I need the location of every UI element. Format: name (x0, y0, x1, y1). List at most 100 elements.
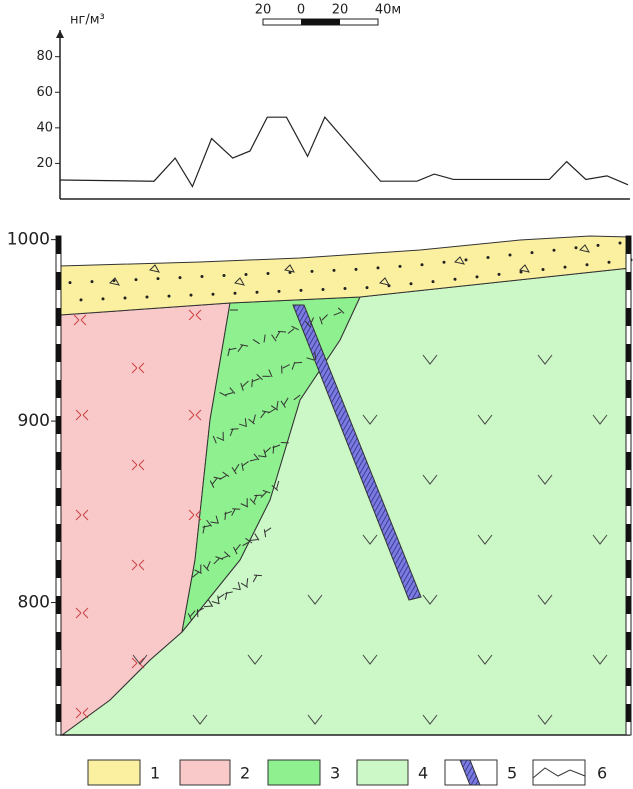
symbol (223, 274, 226, 277)
symbol (322, 288, 325, 291)
symbol (542, 268, 545, 271)
symbol (498, 273, 501, 276)
axis-bar (56, 452, 61, 470)
legend-swatch (180, 760, 230, 785)
scale-label: 20 (332, 3, 349, 18)
symbol (179, 276, 182, 279)
axis-bar (626, 452, 631, 470)
symbol (278, 290, 281, 293)
y-tick-label: 20 (36, 156, 53, 171)
symbol (432, 280, 435, 283)
symbol (80, 298, 83, 301)
legend-swatch (88, 760, 140, 785)
axis-bar (626, 596, 631, 614)
scale-label: 0 (297, 3, 305, 18)
symbol (531, 251, 534, 254)
axis-bar (626, 416, 631, 434)
y-axis-label: нг/м³ (70, 13, 105, 28)
axis-bar (56, 272, 61, 290)
symbol (564, 266, 567, 269)
symbol (553, 249, 556, 252)
axis-bar (626, 380, 631, 398)
y-tick-label: 60 (36, 85, 53, 100)
axis-bar (56, 308, 61, 326)
axis-bar (56, 416, 61, 434)
symbol (597, 244, 600, 247)
axis-bar (56, 668, 61, 686)
axis-bar (56, 236, 61, 254)
scale-label: 40м (375, 3, 401, 18)
symbol (300, 289, 303, 292)
symbol (69, 281, 72, 284)
axis-bar (626, 524, 631, 542)
legend-swatch (357, 760, 408, 785)
scale-label: 20 (255, 3, 272, 18)
axis-bar (56, 560, 61, 578)
legend-label: 6 (597, 764, 607, 783)
symbol (234, 292, 237, 295)
axis-bar (626, 668, 631, 686)
symbol (586, 263, 589, 266)
symbol (252, 379, 253, 387)
symbol (254, 575, 262, 576)
symbol (443, 261, 446, 264)
cross-section (60, 236, 633, 735)
legend-swatch (268, 760, 320, 785)
axis-bar (626, 632, 631, 650)
scale-bar (301, 19, 340, 25)
symbol (278, 331, 286, 332)
symbol (476, 275, 479, 278)
y-tick-label: 800 (18, 593, 50, 613)
axis-arrow (56, 30, 64, 38)
legend-label: 2 (240, 764, 250, 783)
axis-bar (56, 344, 61, 362)
symbol (245, 273, 248, 276)
symbol (333, 269, 336, 272)
axis-bar (56, 488, 61, 506)
axis-bar (626, 272, 631, 290)
symbol (619, 241, 622, 244)
y-tick-label: 40 (36, 120, 53, 135)
symbol (355, 268, 358, 271)
symbol (168, 295, 171, 298)
symbol (366, 286, 369, 289)
legend-label: 3 (330, 764, 340, 783)
symbol (465, 258, 468, 261)
symbol (102, 297, 105, 300)
symbol (509, 254, 512, 257)
symbol (157, 277, 160, 280)
y-tick-label: 900 (18, 411, 50, 431)
line-series (60, 117, 628, 186)
symbol (230, 429, 238, 430)
axis-bar (626, 344, 631, 362)
axis-bar (56, 632, 61, 650)
symbol (273, 446, 274, 454)
symbol (135, 278, 138, 281)
symbol (201, 275, 204, 278)
symbol (91, 280, 94, 283)
axis-bar (626, 308, 631, 326)
figure: нг/м³ 20 40 60 80 800 900 1000 20 0 20 40м 1 2 3 4 5 6 (0, 0, 633, 789)
legend-label: 5 (507, 764, 517, 783)
legend-label: 4 (418, 764, 428, 783)
symbol (608, 261, 611, 264)
symbol (377, 266, 380, 269)
symbol (294, 362, 302, 363)
symbol (146, 296, 149, 299)
axis-bar (626, 236, 631, 254)
symbol (256, 291, 259, 294)
y-tick-label: 1000 (7, 230, 50, 250)
legend-label: 1 (150, 764, 160, 783)
axis-bar (56, 380, 61, 398)
axis-bar (56, 524, 61, 542)
axis-bar (626, 560, 631, 578)
symbol (399, 265, 402, 268)
axis-bar (56, 704, 61, 722)
axis-bar (626, 704, 631, 722)
symbol (124, 296, 127, 299)
symbol (421, 263, 424, 266)
symbol (190, 294, 193, 297)
y-tick-label: 80 (36, 49, 53, 64)
axis-bar (56, 596, 61, 614)
axis-bar (626, 488, 631, 506)
